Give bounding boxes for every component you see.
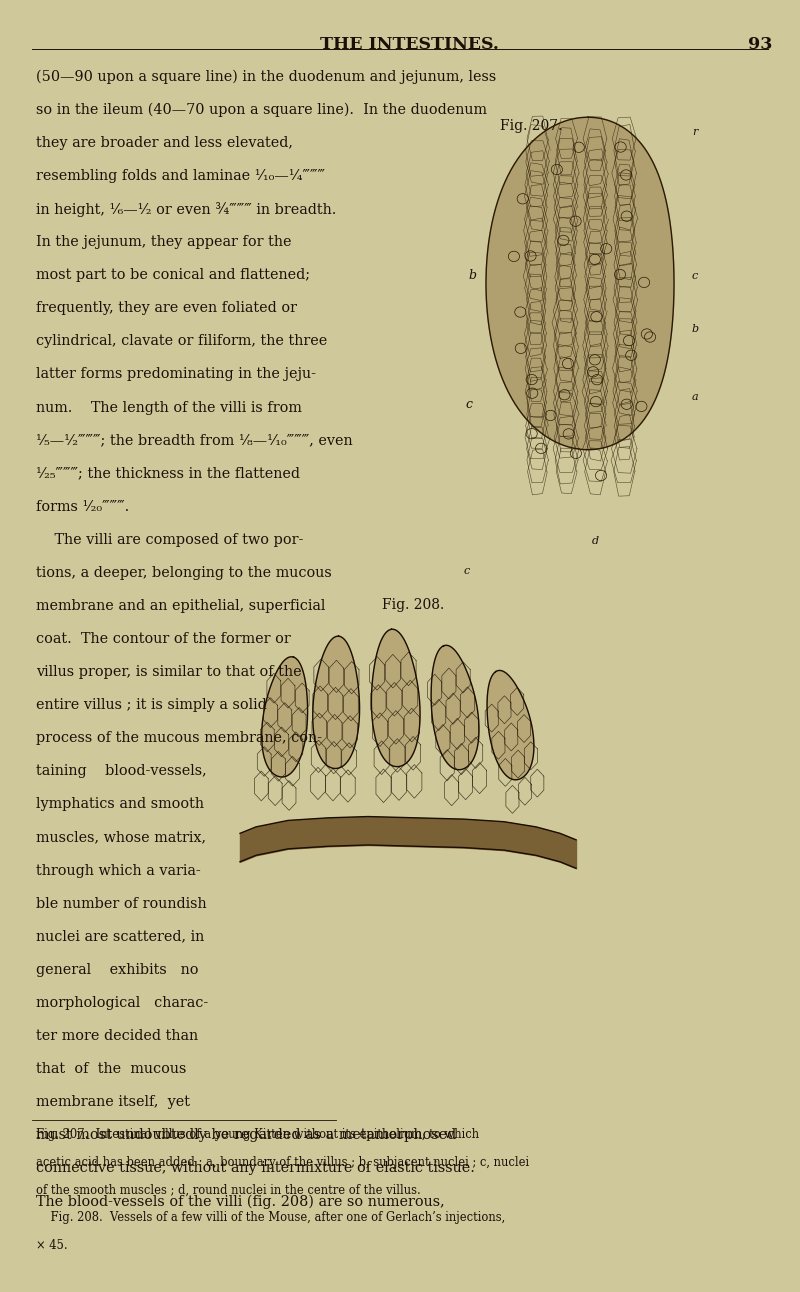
- Text: c: c: [464, 566, 470, 576]
- Text: general    exhibits   no: general exhibits no: [36, 963, 198, 977]
- Polygon shape: [486, 118, 674, 450]
- Text: ¹⁄₂₅‴‴‴; the thickness in the flattened: ¹⁄₂₅‴‴‴; the thickness in the flattened: [36, 466, 300, 481]
- Text: resembling folds and laminae ¹⁄₁₀—¹⁄₄‴‴‴: resembling folds and laminae ¹⁄₁₀—¹⁄₄‴‴‴: [36, 169, 325, 183]
- Text: of the smooth muscles ; d, round nuclei in the centre of the villus.: of the smooth muscles ; d, round nuclei …: [36, 1183, 421, 1196]
- Text: entire villus ; it is simply a solid: entire villus ; it is simply a solid: [36, 698, 266, 712]
- Text: c: c: [466, 398, 473, 411]
- Text: forms ¹⁄₂₀‴‴‴.: forms ¹⁄₂₀‴‴‴.: [36, 500, 130, 514]
- Text: cylindrical, clavate or filiform, the three: cylindrical, clavate or filiform, the th…: [36, 335, 327, 349]
- Text: that  of  the  mucous: that of the mucous: [36, 1062, 186, 1076]
- Text: a: a: [692, 391, 698, 402]
- Text: process of the mucous membrane, con-: process of the mucous membrane, con-: [36, 731, 322, 745]
- Text: tions, a deeper, belonging to the mucous: tions, a deeper, belonging to the mucous: [36, 566, 332, 580]
- Text: lymphatics and smooth: lymphatics and smooth: [36, 797, 204, 811]
- Polygon shape: [431, 645, 479, 770]
- Polygon shape: [262, 656, 308, 776]
- Text: In the jejunum, they appear for the: In the jejunum, they appear for the: [36, 235, 291, 249]
- Text: d: d: [592, 536, 599, 547]
- Text: so in the ileum (40—70 upon a square line).  In the duodenum: so in the ileum (40—70 upon a square lin…: [36, 103, 487, 118]
- Text: (50—90 upon a square line) in the duodenum and jejunum, less: (50—90 upon a square line) in the duoden…: [36, 70, 496, 84]
- Text: Fig. 207.  Intestinal villus of a young Kitten without its epithelium, to which: Fig. 207. Intestinal villus of a young K…: [36, 1128, 479, 1141]
- Polygon shape: [313, 636, 359, 769]
- Text: latter forms predominating in the jeju-: latter forms predominating in the jeju-: [36, 367, 316, 381]
- Text: b: b: [468, 269, 476, 282]
- Text: × 45.: × 45.: [36, 1239, 68, 1252]
- Text: must most undoubtedly be regarded as a metamorphosed: must most undoubtedly be regarded as a m…: [36, 1128, 456, 1142]
- Text: villus proper, is similar to that of the: villus proper, is similar to that of the: [36, 665, 302, 680]
- Text: they are broader and less elevated,: they are broader and less elevated,: [36, 136, 293, 150]
- Text: taining    blood-vessels,: taining blood-vessels,: [36, 765, 206, 778]
- Text: ter more decided than: ter more decided than: [36, 1028, 198, 1043]
- Polygon shape: [487, 671, 534, 780]
- Text: num.    The length of the villi is from: num. The length of the villi is from: [36, 401, 302, 415]
- Text: morphological   charac-: morphological charac-: [36, 996, 208, 1010]
- Text: ble number of roundish: ble number of roundish: [36, 897, 206, 911]
- Text: 93: 93: [748, 36, 772, 53]
- Text: b: b: [692, 323, 699, 333]
- Text: The blood-vessels of the villi (fig. 208) are so numerous,: The blood-vessels of the villi (fig. 208…: [36, 1194, 445, 1209]
- Text: through which a varia-: through which a varia-: [36, 863, 201, 877]
- Text: nuclei are scattered, in: nuclei are scattered, in: [36, 930, 204, 943]
- Text: coat.  The contour of the former or: coat. The contour of the former or: [36, 632, 290, 646]
- Text: frequently, they are even foliated or: frequently, they are even foliated or: [36, 301, 297, 315]
- Text: The villi are composed of two por-: The villi are composed of two por-: [36, 532, 303, 547]
- Text: ¹⁄₅—¹⁄₂‴‴‴; the breadth from ¹⁄₈—¹⁄₁₀‴‴‴, even: ¹⁄₅—¹⁄₂‴‴‴; the breadth from ¹⁄₈—¹⁄₁₀‴‴‴…: [36, 434, 353, 447]
- Text: acetic acid has been added : a, boundary of the villus ; b, subjacent nuclei ; c: acetic acid has been added : a, boundary…: [36, 1155, 529, 1169]
- Text: membrane and an epithelial, superficial: membrane and an epithelial, superficial: [36, 599, 326, 612]
- Text: in height, ¹⁄₆—¹⁄₂ or even ¾‴‴‴ in breadth.: in height, ¹⁄₆—¹⁄₂ or even ¾‴‴‴ in bread…: [36, 202, 336, 217]
- Text: THE INTESTINES.: THE INTESTINES.: [320, 36, 499, 53]
- Text: Fig. 208.: Fig. 208.: [382, 598, 445, 612]
- Text: connective tissue, without any intermixture of elastic tissue.: connective tissue, without any intermixt…: [36, 1162, 475, 1176]
- Text: Fig. 207.: Fig. 207.: [500, 119, 562, 133]
- Text: muscles, whose matrix,: muscles, whose matrix,: [36, 831, 206, 845]
- Text: most part to be conical and flattened;: most part to be conical and flattened;: [36, 269, 310, 282]
- Text: Fig. 208.  Vessels of a few villi of the Mouse, after one of Gerlach’s injection: Fig. 208. Vessels of a few villi of the …: [36, 1212, 506, 1225]
- Text: membrane itself,  yet: membrane itself, yet: [36, 1096, 190, 1109]
- Polygon shape: [371, 629, 420, 766]
- Text: r: r: [692, 128, 698, 137]
- Text: c: c: [692, 271, 698, 282]
